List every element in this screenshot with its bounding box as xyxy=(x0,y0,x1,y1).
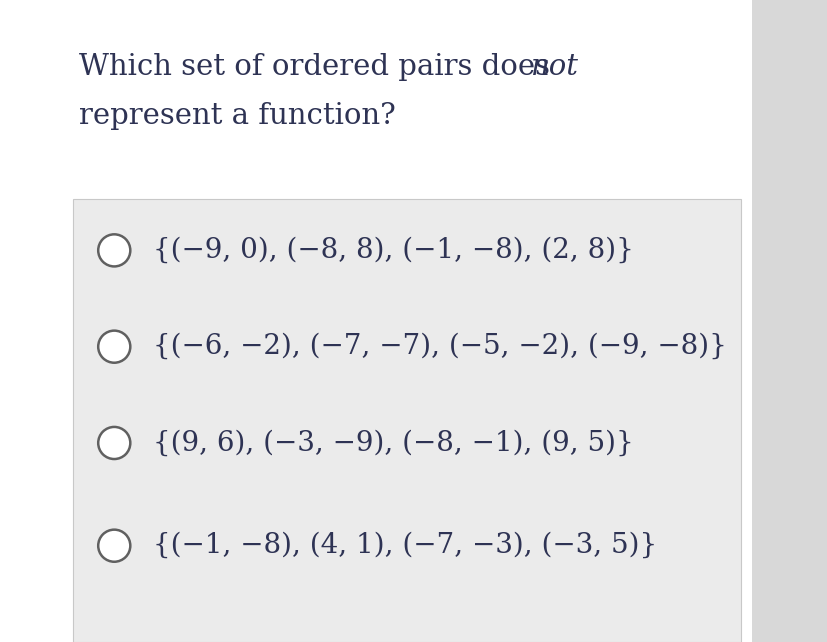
Text: {(−1, −8), (4, 1), (−7, −3), (−3, 5)}: {(−1, −8), (4, 1), (−7, −3), (−3, 5)} xyxy=(153,532,657,559)
Ellipse shape xyxy=(98,530,130,562)
FancyBboxPatch shape xyxy=(73,199,740,642)
Text: {(−6, −2), (−7, −7), (−5, −2), (−9, −8)}: {(−6, −2), (−7, −7), (−5, −2), (−9, −8)} xyxy=(153,333,726,360)
Text: {(−9, 0), (−8, 8), (−1, −8), (2, 8)}: {(−9, 0), (−8, 8), (−1, −8), (2, 8)} xyxy=(153,237,633,264)
Text: {(9, 6), (−3, −9), (−8, −1), (9, 5)}: {(9, 6), (−3, −9), (−8, −1), (9, 5)} xyxy=(153,429,633,456)
FancyBboxPatch shape xyxy=(751,0,827,642)
Ellipse shape xyxy=(98,331,130,363)
Text: represent a function?: represent a function? xyxy=(79,101,395,130)
Text: not: not xyxy=(530,53,578,82)
Ellipse shape xyxy=(98,427,130,459)
Text: Which set of ordered pairs does: Which set of ordered pairs does xyxy=(79,53,558,82)
Ellipse shape xyxy=(98,234,130,266)
